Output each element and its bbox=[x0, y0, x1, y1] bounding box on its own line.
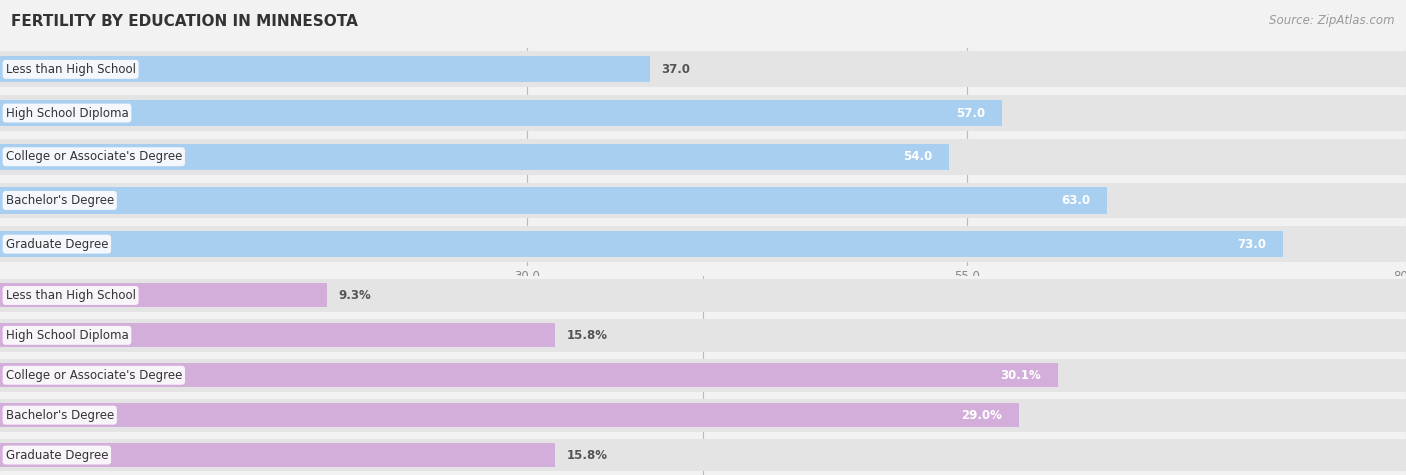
Bar bbox=[0, 226, 1406, 262]
Bar bbox=[0, 182, 1406, 218]
Bar bbox=[0, 359, 1406, 391]
Bar bbox=[0, 56, 650, 83]
Text: 63.0: 63.0 bbox=[1062, 194, 1091, 207]
Text: College or Associate's Degree: College or Associate's Degree bbox=[6, 150, 181, 163]
Text: 29.0%: 29.0% bbox=[962, 408, 1002, 422]
Text: 54.0: 54.0 bbox=[903, 150, 932, 163]
Text: 9.3%: 9.3% bbox=[339, 289, 371, 302]
Bar bbox=[0, 231, 1282, 257]
Bar bbox=[0, 443, 555, 467]
Bar bbox=[0, 139, 1406, 175]
Bar bbox=[0, 319, 1406, 352]
Text: High School Diploma: High School Diploma bbox=[6, 329, 128, 342]
Text: Bachelor's Degree: Bachelor's Degree bbox=[6, 194, 114, 207]
Bar bbox=[0, 323, 555, 347]
Text: 15.8%: 15.8% bbox=[567, 329, 607, 342]
Bar bbox=[0, 399, 1406, 431]
Text: College or Associate's Degree: College or Associate's Degree bbox=[6, 369, 181, 382]
Bar bbox=[0, 51, 1406, 87]
Text: Source: ZipAtlas.com: Source: ZipAtlas.com bbox=[1270, 14, 1395, 27]
Bar bbox=[0, 403, 1019, 427]
Text: Graduate Degree: Graduate Degree bbox=[6, 448, 108, 462]
Bar bbox=[0, 279, 1406, 312]
Text: High School Diploma: High School Diploma bbox=[6, 106, 128, 120]
Text: Less than High School: Less than High School bbox=[6, 289, 135, 302]
Text: FERTILITY BY EDUCATION IN MINNESOTA: FERTILITY BY EDUCATION IN MINNESOTA bbox=[11, 14, 359, 29]
Bar bbox=[0, 363, 1059, 387]
Bar bbox=[0, 143, 949, 170]
Text: Less than High School: Less than High School bbox=[6, 63, 135, 76]
Bar bbox=[0, 284, 328, 307]
Text: 73.0: 73.0 bbox=[1237, 238, 1267, 251]
Text: Graduate Degree: Graduate Degree bbox=[6, 238, 108, 251]
Text: 57.0: 57.0 bbox=[956, 106, 984, 120]
Text: Bachelor's Degree: Bachelor's Degree bbox=[6, 408, 114, 422]
Bar bbox=[0, 439, 1406, 471]
Text: 30.1%: 30.1% bbox=[1001, 369, 1040, 382]
Bar bbox=[0, 187, 1108, 214]
Text: 37.0: 37.0 bbox=[662, 63, 690, 76]
Text: 15.8%: 15.8% bbox=[567, 448, 607, 462]
Bar bbox=[0, 100, 1001, 126]
Bar bbox=[0, 95, 1406, 131]
